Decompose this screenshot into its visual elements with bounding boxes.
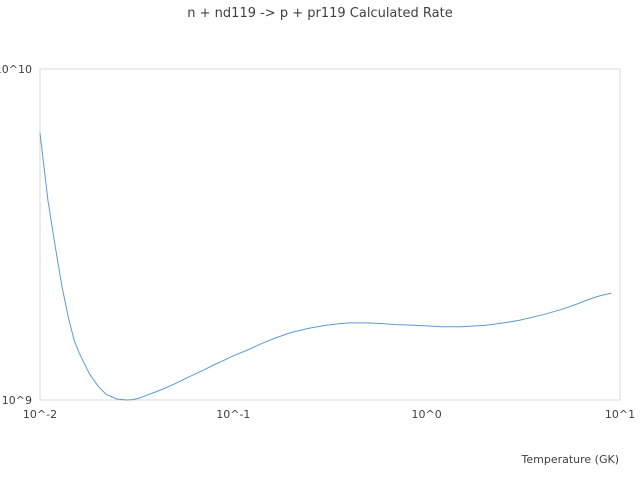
x-tick-label: 10^1 — [605, 408, 635, 421]
x-tick-label: 10^-2 — [23, 408, 57, 421]
x-axis-label: Temperature (GK) — [521, 453, 620, 466]
y-tick-label: 10^9 — [2, 394, 32, 407]
chart-title: n + nd119 -> p + pr119 Calculated Rate — [187, 6, 452, 21]
x-tick-label: 10^-1 — [216, 408, 250, 421]
x-tick-label: 10^0 — [412, 408, 442, 421]
series-line — [39, 133, 612, 401]
y-axis: 10^9 10^10 — [0, 63, 32, 407]
plot-area — [39, 68, 621, 401]
y-tick-label: 10^10 — [0, 63, 32, 76]
x-axis: 10^-2 10^-1 10^0 10^1 — [23, 408, 635, 421]
